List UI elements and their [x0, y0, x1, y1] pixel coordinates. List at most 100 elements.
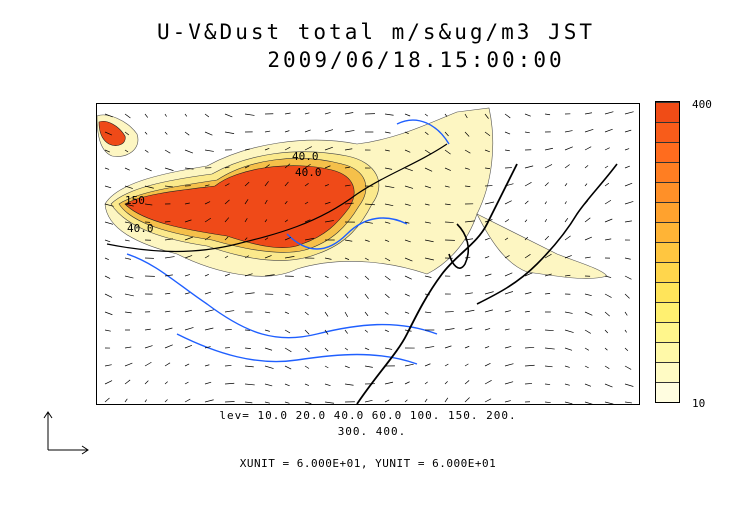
wind-arrow — [504, 291, 514, 295]
color-scale-segment — [656, 322, 679, 342]
wind-arrow — [484, 113, 489, 119]
wind-arrow — [444, 397, 449, 403]
coastline — [356, 163, 518, 404]
wind-arrow — [324, 146, 333, 151]
wind-arrow — [404, 221, 410, 224]
wind-arrow — [504, 183, 514, 187]
wind-arrow — [224, 273, 231, 277]
wind-arrow — [204, 274, 209, 277]
wind-arrow — [124, 311, 132, 314]
wind-arrow — [304, 146, 312, 151]
wind-arrow — [264, 255, 272, 259]
wind-arrow — [124, 185, 133, 189]
wind-arrow — [124, 167, 130, 171]
wind-arrow — [384, 275, 391, 281]
wind-arrow — [204, 131, 213, 136]
wind-arrow — [164, 185, 174, 188]
wind-arrow — [244, 181, 250, 187]
wind-arrow — [624, 148, 630, 151]
wind-arrow — [344, 275, 349, 279]
wind-arrow — [224, 291, 234, 295]
wind-arrow — [524, 236, 529, 241]
wind-arrow — [104, 397, 110, 403]
wind-arrow — [324, 401, 335, 404]
wind-arrow — [484, 131, 491, 137]
wind-arrow — [344, 148, 353, 151]
contour-levels-line2: 300. 400. — [337, 425, 407, 438]
wind-arrow — [524, 165, 534, 169]
color-scale-segment — [656, 122, 679, 142]
wind-arrow — [244, 401, 253, 404]
wind-arrow — [344, 257, 350, 260]
wind-arrow — [584, 217, 591, 223]
wind-arrow — [464, 220, 475, 223]
wind-arrow — [284, 365, 292, 370]
wind-arrow — [604, 329, 609, 334]
color-scale-segment — [656, 142, 679, 162]
wind-arrow — [464, 345, 470, 349]
color-scale-segment — [656, 202, 679, 222]
wind-arrow — [484, 380, 492, 385]
wind-arrow — [384, 185, 395, 189]
wind-arrow — [144, 113, 149, 118]
wind-arrow — [564, 383, 570, 386]
wind-arrow — [524, 292, 532, 295]
contour-label: 40.0 — [292, 150, 319, 163]
dust-map-panel: 40.0 150 40.0 40.0 — [96, 103, 640, 405]
wind-arrow — [444, 328, 455, 331]
wind-arrow — [464, 363, 469, 367]
wind-arrow — [204, 399, 214, 403]
wind-arrow — [124, 113, 131, 119]
wind-arrow — [544, 347, 555, 350]
wind-arrow — [244, 383, 255, 386]
unit-scale-label: XUNIT = 6.000E+01, YUNIT = 6.000E+01 — [239, 457, 497, 470]
wind-arrow — [504, 346, 512, 349]
wind-arrow — [264, 130, 271, 133]
wind-arrow — [344, 166, 350, 169]
wind-arrow — [324, 129, 334, 133]
wind-arrow — [284, 256, 295, 259]
wind-arrow — [624, 257, 631, 260]
wind-arrow — [404, 363, 414, 367]
wind-arrow — [304, 163, 311, 169]
wind-arrow — [564, 255, 572, 259]
wind-arrow — [444, 167, 451, 171]
wind-arrow — [604, 147, 610, 151]
wind-arrow — [124, 398, 128, 403]
wind-arrow — [184, 398, 191, 403]
wind-arrow — [304, 311, 309, 316]
wind-arrow — [504, 131, 511, 135]
wind-arrow — [464, 292, 473, 295]
wind-arrow — [164, 238, 174, 241]
wind-arrow — [584, 347, 590, 351]
wind-arrow — [524, 310, 530, 313]
wind-arrow — [444, 149, 451, 155]
wind-arrow — [424, 398, 428, 403]
coastline-japan — [476, 163, 618, 305]
wind-arrow — [464, 397, 470, 403]
wind-arrow — [504, 255, 510, 259]
wind-arrow — [204, 255, 210, 259]
wind-arrow — [124, 346, 132, 349]
wind-arrow — [184, 345, 193, 349]
color-scale-bar — [655, 101, 680, 403]
wind-arrow — [204, 381, 212, 385]
wind-arrow — [484, 219, 493, 223]
wind-arrow — [104, 364, 112, 367]
wind-arrow — [604, 383, 613, 388]
wind-arrow — [384, 113, 394, 116]
wind-arrow — [564, 130, 573, 133]
wind-arrow — [524, 131, 530, 134]
wind-arrow — [624, 329, 627, 333]
wind-arrow — [264, 164, 270, 169]
wind-arrow — [584, 311, 593, 316]
wind-arrow — [284, 329, 291, 334]
wind-arrow — [364, 221, 373, 224]
wind-arrow — [304, 329, 310, 335]
wind-arrow — [304, 365, 310, 369]
wind-arrow — [204, 364, 210, 367]
wind-arrow — [484, 149, 490, 153]
wind-arrow — [344, 365, 350, 369]
wind-arrow — [164, 327, 173, 331]
color-scale-segment — [656, 282, 679, 302]
